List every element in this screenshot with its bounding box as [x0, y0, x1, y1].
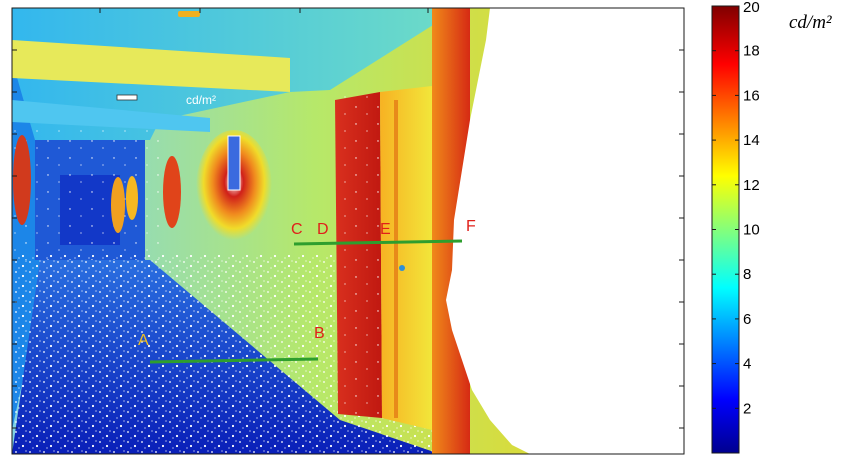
point-label-c: C [291, 221, 303, 238]
colorbar-tick-label: 14 [743, 132, 760, 149]
colorbar-tick-label: 8 [743, 266, 751, 283]
colorbar-tick-label: 2 [743, 400, 751, 417]
right-wall-lamp-fixture [227, 135, 241, 191]
point-label-f: F [466, 218, 476, 235]
luminance-image [12, 8, 684, 454]
colorbar-gradient [711, 5, 740, 454]
point-label-b: B [314, 325, 325, 342]
image-unit-label: cd/m² [186, 93, 216, 107]
ceiling-beam-2 [12, 100, 210, 132]
colorbar-unit-label: cd/m² [789, 12, 832, 33]
measurement-line-cf [293, 239, 463, 246]
colorbar-tick-label: 4 [743, 356, 751, 373]
colorbar-ticks: 2 4 6 8 10 12 14 16 18 20 [712, 0, 760, 417]
colorbar-tick-label: 16 [743, 87, 760, 104]
door-frame-line [394, 100, 398, 418]
door-handle [399, 265, 405, 271]
colorbar-tick-label: 20 [743, 0, 760, 16]
ceiling-light [178, 11, 200, 17]
image-axis-ticks [12, 8, 684, 429]
measurement-line-ab [149, 357, 319, 364]
point-label-d: D [317, 221, 329, 238]
measurement-lines [149, 239, 463, 364]
point-label-a: A [138, 332, 149, 349]
door-speckle [335, 95, 381, 415]
left-sconce-2 [111, 177, 125, 233]
left-wall-speckle [12, 130, 162, 260]
left-sconce-1 [13, 135, 31, 225]
colorbar-tick-label: 6 [743, 311, 751, 328]
colorbar-tick-label: 18 [743, 43, 760, 60]
colorbar-tick-label: 10 [743, 222, 760, 239]
right-wall-lamp-2 [163, 156, 181, 228]
ceiling-vent [116, 94, 138, 101]
point-label-e: E [380, 221, 391, 238]
colorbar: 2 4 6 8 10 12 14 16 18 20 [711, 0, 760, 454]
colorbar-tick-label: 12 [743, 177, 760, 194]
right-wall-lamp-3 [126, 176, 138, 220]
ceiling-beam [12, 40, 290, 92]
door-frame [380, 86, 432, 430]
image-frame [11, 7, 685, 455]
saturated-region [446, 8, 684, 454]
point-labels: A B C D E F [138, 218, 476, 349]
